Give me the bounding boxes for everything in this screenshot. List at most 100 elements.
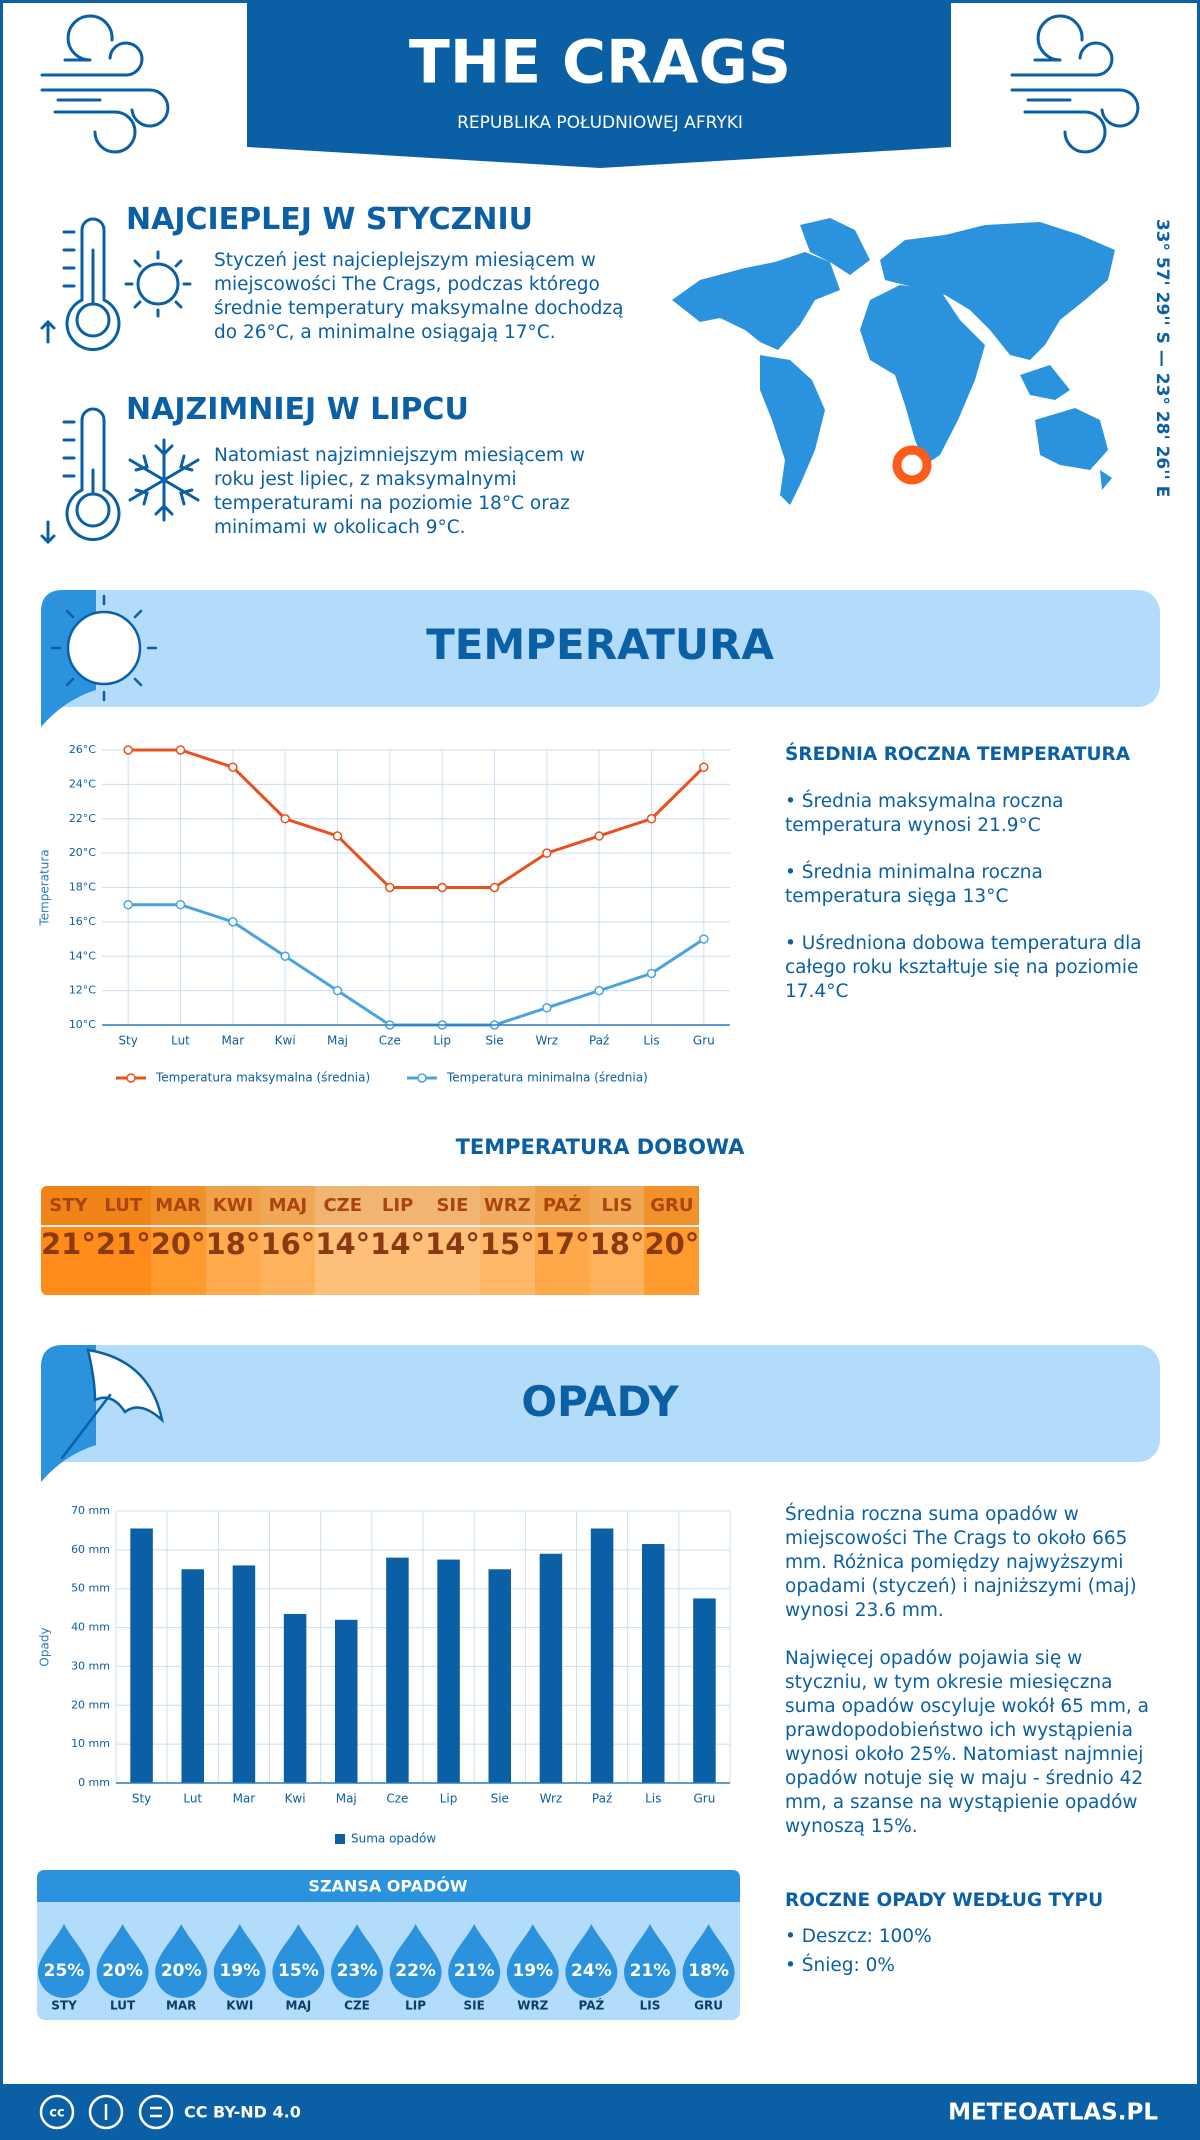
title: THE CRAGS: [409, 28, 791, 98]
legend-point: [126, 1073, 136, 1083]
banner-accent: [41, 1345, 96, 1482]
daily-month: KWI: [205, 1186, 261, 1227]
point: [646, 968, 657, 979]
daily-month: LUT: [95, 1186, 151, 1227]
footer: [0, 2084, 1200, 2140]
daily-month: SIE: [425, 1186, 480, 1227]
summary-list: • Średnia maksymalna roczna temperatura …: [785, 790, 1157, 1027]
x-tick-label: Mar: [222, 1034, 245, 1048]
point: [123, 899, 133, 910]
series-line: [128, 903, 705, 1027]
y-tick-label: 16°C: [69, 915, 96, 928]
cc-icon-text: cc: [49, 2106, 64, 2121]
x-tick-label: Lip: [433, 1034, 451, 1048]
drop: [506, 1924, 559, 1998]
drop-month: MAJ: [286, 1999, 312, 2013]
daily-value: 17°: [534, 1227, 590, 1261]
bullet: • Średnia maksymalna roczna temperatura …: [785, 791, 1064, 836]
x-tick-label: Lis: [645, 1792, 661, 1806]
x-tick-label: Lis: [643, 1034, 659, 1048]
daily-value: 20°: [644, 1227, 700, 1261]
x-tick-label: Lip: [440, 1792, 458, 1806]
drop-month: LIP: [405, 1999, 426, 2013]
point: [332, 831, 343, 841]
daily-month: MAJ: [260, 1186, 316, 1227]
point: [385, 882, 395, 893]
point: [228, 762, 238, 772]
drop: [96, 1924, 149, 1999]
paragraph: Najwięcej opadów pojawia się w styczniu,…: [785, 1648, 1149, 1837]
subtitle: REPUBLIKA POŁUDNIOWEJ AFRYKI: [457, 113, 743, 133]
point: [542, 1003, 552, 1013]
daily-value: 21°: [95, 1227, 151, 1261]
x-tick-label: Paź: [589, 1034, 609, 1048]
point: [594, 831, 604, 841]
x-tick-label: Sie: [491, 1792, 509, 1806]
x-tick-label: Cze: [386, 1792, 408, 1806]
x-tick-label: Gru: [693, 1034, 715, 1048]
daily-table: STY 21° LUT 21° MAR 20° KWI 18° MAJ 16° CZE 14° LIP 1…: [41, 1186, 1160, 1295]
point: [489, 882, 500, 893]
bullet: • Średnia minimalna roczna temperatura s…: [785, 862, 1043, 907]
point: [332, 985, 343, 996]
coordinates: 33° 57' 29'' S — 23° 28' 26'' E: [1152, 219, 1172, 497]
y-tick-label: 14°C: [69, 949, 96, 962]
daily-column: KWI 18°: [205, 1186, 261, 1295]
section-banner: [41, 1345, 1160, 1462]
series-line: [128, 748, 705, 889]
drop: [448, 1924, 501, 1998]
drop-month: CZE: [344, 1999, 370, 2013]
legend-label: Temperatura maksymalna (średnia): [155, 1071, 370, 1085]
drop-month: LUT: [110, 1999, 136, 2013]
wind-icon: [1010, 14, 1140, 154]
daily-column: WRZ 15°: [479, 1186, 535, 1295]
drop: [682, 1924, 735, 1998]
drop-value: 23%: [337, 1961, 378, 1981]
y-tick-label: 20 mm: [71, 1698, 110, 1711]
daily-value: 16°: [260, 1227, 316, 1261]
drop-value: 21%: [630, 1961, 671, 1981]
daily-column: LUT 21°: [95, 1186, 151, 1295]
point: [542, 848, 552, 858]
point: [280, 814, 290, 824]
daily-value: 20°: [150, 1227, 206, 1261]
point: [228, 917, 238, 927]
daily-month: LIS: [589, 1186, 645, 1227]
coldest-text: Natomiast najzimniejszym miesiącem w rok…: [214, 445, 585, 538]
precip-text: Średnia roczna suma opadów w miejscowośc…: [785, 1503, 1157, 1863]
drop: [38, 1924, 90, 1998]
coldest-title: NAJZIMNIEJ W LIPCU: [126, 392, 469, 427]
bar: [693, 1598, 716, 1783]
y-tick-label: 40 mm: [71, 1621, 110, 1634]
x-tick-label: Paź: [592, 1792, 612, 1806]
type-list: • Deszcz: 100% • Śnieg: 0%: [785, 1922, 1157, 1980]
drop-value: 21%: [454, 1961, 495, 1981]
point: [594, 985, 604, 996]
point: [280, 951, 290, 961]
x-tick-label: Kwi: [275, 1034, 296, 1048]
drop: [213, 1924, 266, 1999]
x-tick-label: Maj: [327, 1034, 348, 1048]
bar: [590, 1528, 614, 1783]
drop-value: 20%: [102, 1961, 143, 1981]
y-tick-label: 22°C: [69, 812, 96, 825]
daily-column: LIS 18°: [589, 1186, 645, 1295]
daily-column: STY 21°: [41, 1186, 96, 1295]
x-tick-label: Maj: [336, 1792, 357, 1806]
rain-chance-title: SZANSA OPADÓW: [308, 1877, 468, 1896]
section-banner: [41, 590, 1160, 707]
legend-label: Suma opadów: [351, 1832, 436, 1846]
daily-month: PAŹ: [534, 1186, 590, 1227]
legend-swatch: [335, 1834, 345, 1844]
daily-value: 15°: [479, 1227, 535, 1261]
drop: [155, 1924, 208, 1998]
drop-month: MAR: [166, 1999, 196, 2013]
bar: [181, 1569, 205, 1783]
daily-value: 14°: [370, 1227, 426, 1261]
daily-month: STY: [41, 1186, 96, 1227]
umbrella-icon: [60, 1348, 164, 1460]
drop-value: 24%: [571, 1961, 612, 1981]
point: [175, 899, 186, 910]
daily-column: PAŹ 17°: [534, 1186, 590, 1295]
location-marker: [892, 445, 932, 485]
